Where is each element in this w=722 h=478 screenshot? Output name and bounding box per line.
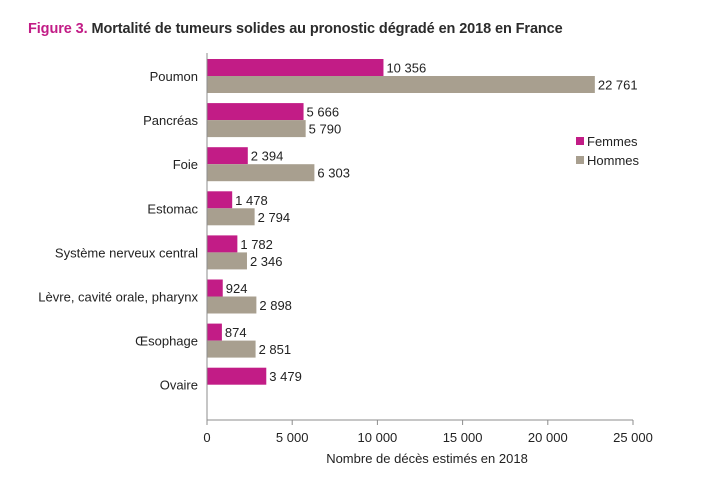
bar-oesophage-femmes <box>207 323 222 341</box>
x-tick-label: 10 000 <box>358 430 398 445</box>
figure-label: Figure 3. <box>28 21 88 37</box>
category-label-systeme-nerveux-central: Système nerveux central <box>55 245 198 260</box>
value-label-poumon-femmes: 10 356 <box>386 61 426 76</box>
bar-pancreas-femmes <box>207 103 304 121</box>
bar-foie-femmes <box>207 147 248 165</box>
value-label-levre-cavite-orale-pharynx-hommes: 2 898 <box>259 298 292 313</box>
legend-label-femmes: Femmes <box>587 134 638 149</box>
value-label-systeme-nerveux-central-femmes: 1 782 <box>240 237 273 252</box>
bar-foie-hommes <box>207 164 315 182</box>
value-labels-group: 10 356 22 761 5 666 5 790 2 394 6 303 1 478 2 7… <box>225 61 638 385</box>
category-label-poumon: Poumon <box>150 69 198 84</box>
bars-group <box>207 59 595 385</box>
value-label-levre-cavite-orale-pharynx-femmes: 924 <box>226 281 248 296</box>
x-axis-label: Nombre de décès estimés en 2018 <box>326 451 528 466</box>
legend-label-hommes: Hommes <box>587 153 640 168</box>
bar-estomac-hommes <box>207 208 255 226</box>
value-label-estomac-femmes: 1 478 <box>235 193 268 208</box>
category-label-estomac: Estomac <box>147 201 198 216</box>
bar-levre-cavite-orale-pharynx-femmes <box>207 279 223 297</box>
bar-systeme-nerveux-central-femmes <box>207 235 238 253</box>
legend: Femmes Hommes <box>576 134 640 168</box>
legend-swatch-femmes <box>576 137 584 145</box>
value-label-pancreas-hommes: 5 790 <box>309 122 342 137</box>
bar-levre-cavite-orale-pharynx-hommes <box>207 296 257 314</box>
category-label-foie: Foie <box>173 157 198 172</box>
value-label-pancreas-femmes: 5 666 <box>307 105 340 120</box>
x-ticks-group: 0 5 000 10 000 15 000 20 000 25 000 <box>203 420 653 445</box>
value-label-estomac-hommes: 2 794 <box>258 210 291 225</box>
value-label-foie-hommes: 6 303 <box>317 166 350 181</box>
value-label-systeme-nerveux-central-hommes: 2 346 <box>250 254 283 269</box>
title-text: Mortalité de tumeurs solides au pronosti… <box>91 21 563 37</box>
x-tick-label: 20 000 <box>528 430 568 445</box>
bar-estomac-femmes <box>207 191 233 209</box>
value-label-oesophage-femmes: 874 <box>225 325 247 340</box>
x-tick-label: 0 <box>203 430 210 445</box>
category-label-levre-cavite-orale-pharynx: Lèvre, cavité orale, pharynx <box>38 290 198 305</box>
bar-ovaire-femmes <box>207 367 267 385</box>
category-labels-group: Poumon Pancréas Foie Estomac Système nerveux… <box>38 69 198 393</box>
bar-poumon-hommes <box>207 76 595 93</box>
x-tick-label: 5 000 <box>276 430 309 445</box>
category-label-pancreas: Pancréas <box>143 113 198 128</box>
bar-oesophage-hommes <box>207 340 256 358</box>
category-label-ovaire: Ovaire <box>160 378 198 393</box>
x-tick-label: 15 000 <box>443 430 483 445</box>
value-label-ovaire-femmes: 3 479 <box>269 369 302 384</box>
value-label-poumon-hommes: 22 761 <box>598 78 638 93</box>
bar-systeme-nerveux-central-hommes <box>207 252 247 270</box>
chart-title: Figure 3. Mortalité de tumeurs solides a… <box>28 21 563 37</box>
value-label-oesophage-hommes: 2 851 <box>259 342 292 357</box>
legend-swatch-hommes <box>576 156 584 164</box>
value-label-foie-femmes: 2 394 <box>251 149 284 164</box>
bar-poumon-femmes <box>207 59 384 76</box>
category-label-oesophage: Œsophage <box>135 334 198 349</box>
bar-pancreas-hommes <box>207 120 306 138</box>
x-tick-label: 25 000 <box>613 430 653 445</box>
